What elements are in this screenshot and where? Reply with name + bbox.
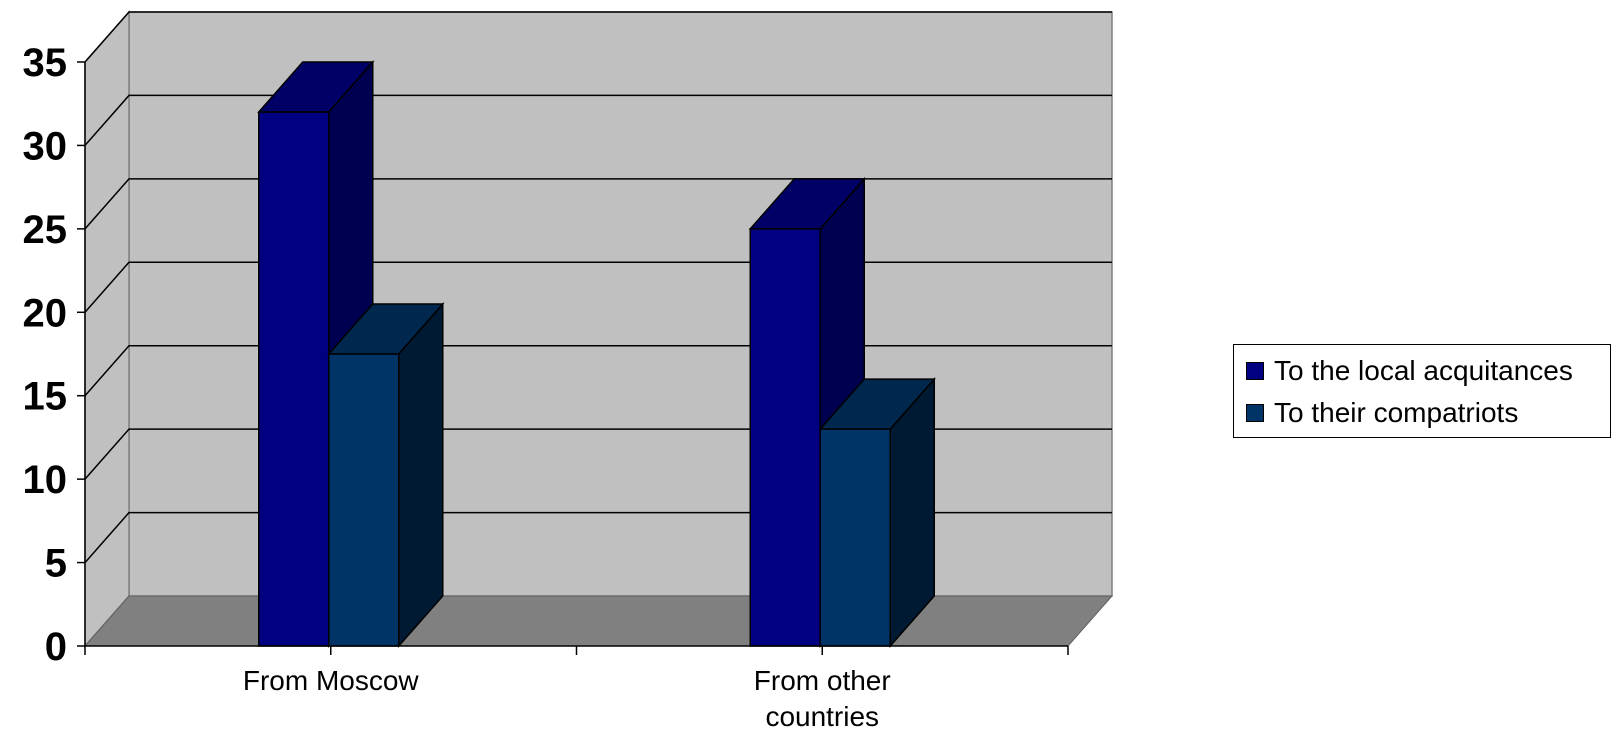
- x-axis-ticks: From Moscow From other countries: [84, 646, 1069, 732]
- y-tick-label: 5: [45, 542, 67, 586]
- y-axis-ticks: 0 5 10 15 20 25 30 35: [23, 41, 85, 669]
- floor-plane: [83, 595, 1114, 647]
- chart-floor: [83, 595, 1114, 647]
- side-wall: [84, 10, 130, 648]
- legend-swatch-compatriots: [1246, 404, 1264, 422]
- y-tick-label: 20: [23, 291, 68, 335]
- bar-0-1: [327, 302, 445, 648]
- bars: [257, 60, 936, 648]
- legend-label-local-acquitances: To the local acquitances: [1274, 355, 1573, 386]
- gridline: [84, 11, 1112, 63]
- bar-1-1: [818, 377, 936, 648]
- legend-label-compatriots: To their compatriots: [1274, 397, 1519, 428]
- legend-item-local-acquitances: To the local acquitances: [1246, 350, 1610, 392]
- y-tick-label: 15: [23, 375, 68, 419]
- x-category-label: From other countries: [754, 665, 891, 732]
- x-category-label-line: From Moscow: [243, 665, 420, 696]
- x-category-label-line: From other: [754, 665, 891, 696]
- bar-side: [398, 302, 444, 648]
- gridline: [84, 178, 1112, 230]
- legend-item-compatriots: To their compatriots: [1246, 392, 1610, 434]
- bar-front: [819, 428, 891, 647]
- y-tick-label: 35: [23, 41, 68, 85]
- bar-front: [328, 353, 400, 647]
- y-tick-label: 25: [23, 208, 68, 252]
- y-tick-label: 30: [23, 124, 68, 168]
- x-category-label-line: countries: [765, 701, 879, 732]
- bar-front: [258, 111, 330, 647]
- chart-walls: [84, 10, 1113, 648]
- bar-front: [749, 228, 821, 647]
- y-tick-label: 10: [23, 458, 68, 502]
- legend: To the local acquitances To their compat…: [1233, 344, 1611, 438]
- y-tick-label: 0: [45, 625, 67, 669]
- x-category-label: From Moscow: [243, 665, 420, 696]
- legend-swatch-local-acquitances: [1246, 362, 1264, 380]
- gridline: [84, 94, 1112, 146]
